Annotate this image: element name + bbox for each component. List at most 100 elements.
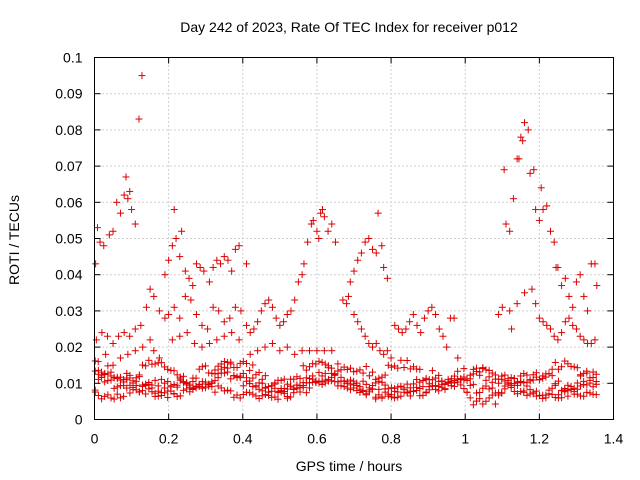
data-point [523,379,531,387]
data-point [526,169,534,177]
data-point [220,253,228,261]
data-point [242,260,250,268]
data-point [328,220,336,228]
y-tick-label: 0.01 [55,375,82,391]
data-point [287,307,295,315]
data-point [545,390,553,398]
data-point [498,303,506,311]
data-point [179,386,187,394]
data-point [192,374,200,382]
data-point [142,362,150,370]
data-point [524,126,532,134]
data-point [123,376,131,384]
data-point [591,260,599,268]
data-point [466,381,474,389]
data-point [558,329,566,337]
data-point [328,377,336,385]
data-point [350,368,358,376]
data-point [170,381,178,389]
data-point [551,381,559,389]
data-point [554,377,562,385]
data-point [506,227,514,235]
data-point [569,321,577,329]
data-point [561,318,569,326]
data-point [157,389,165,397]
data-point [168,242,176,250]
data-point [469,401,477,409]
data-point [202,384,210,392]
data-point [215,307,223,315]
data-point [450,376,458,384]
data-point [220,387,228,395]
data-point [515,155,523,163]
data-point [116,394,124,402]
data-point [276,347,284,355]
data-point [306,384,314,392]
data-point [204,325,212,333]
data-point [592,391,600,399]
data-point [261,343,269,351]
data-point [185,274,193,282]
data-point [189,282,197,290]
data-point [394,364,402,372]
data-point [126,332,134,340]
data-point [214,369,222,377]
data-point [334,360,342,368]
data-point [520,378,528,386]
data-point [235,336,243,344]
data-point [450,314,458,322]
data-point [517,377,525,385]
data-point [239,370,247,378]
data-point [328,364,336,372]
data-point [265,388,273,396]
data-point [589,373,597,381]
data-point [151,376,159,384]
data-point [460,376,468,384]
data-point [387,354,395,362]
data-point [356,366,364,374]
data-point [501,385,509,393]
data-point [569,303,577,311]
data-point [378,393,386,401]
data-point [228,329,236,337]
data-point [254,318,262,326]
data-point [200,267,208,275]
data-point [362,362,370,370]
data-point [170,206,178,214]
data-point [138,72,146,80]
data-point [383,274,391,282]
data-point [113,198,121,206]
data-point [482,382,490,390]
data-point [93,224,101,232]
data-point [274,395,282,403]
data-point [208,369,216,377]
data-point [170,389,178,397]
data-point [409,380,417,388]
data-point [120,392,128,400]
data-point [403,357,411,365]
data-point [98,329,106,337]
data-point [391,394,399,402]
data-point [313,227,321,235]
data-point [576,332,584,340]
data-point [337,373,345,381]
data-point [532,300,540,308]
data-point [239,382,247,390]
data-point [187,296,195,304]
data-point [463,388,471,396]
data-point [504,380,512,388]
data-point [561,388,569,396]
data-point [249,374,257,382]
data-point [507,383,515,391]
x-tick-label: 1 [461,431,469,447]
data-point [383,347,391,355]
data-point [318,358,326,366]
data-point [521,289,529,297]
data-point [211,388,219,396]
data-point [482,366,490,374]
data-point [116,354,124,362]
data-point [196,263,204,271]
data-point [570,390,578,398]
data-point [283,394,291,402]
